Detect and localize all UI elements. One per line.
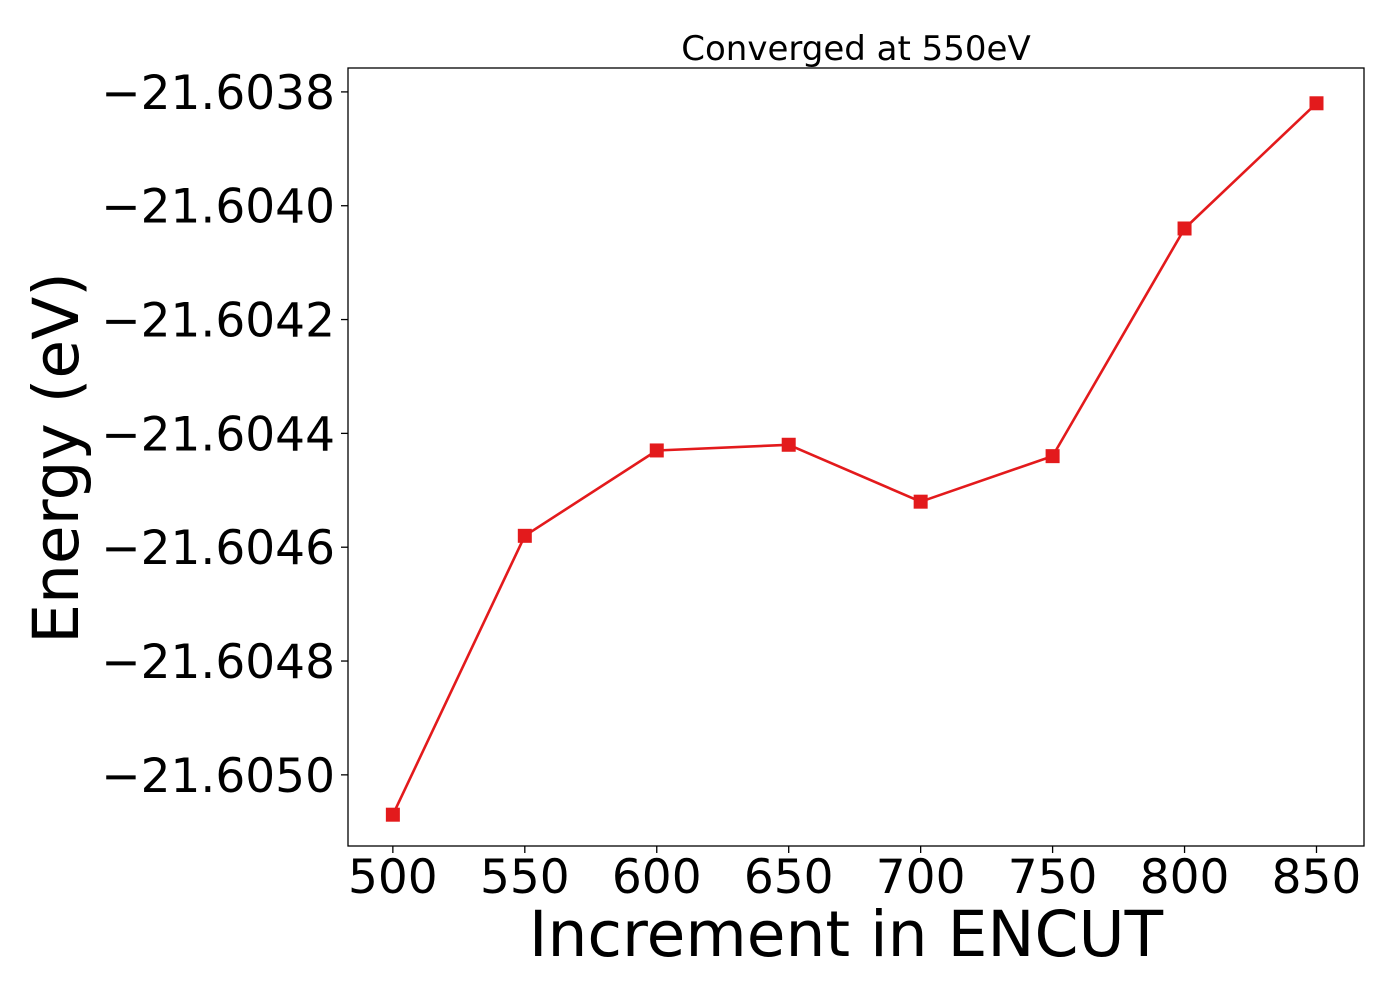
y-tick-label: −21.6038 — [101, 66, 335, 121]
y-tick-label: −21.6048 — [101, 635, 335, 690]
chart-title: Converged at 550eV — [681, 29, 1030, 69]
y-axis-label: Energy (eV) — [20, 272, 93, 644]
y-axis-ticks: −21.6038 −21.6040 −21.6042 −21.6044 −21.6046… — [101, 66, 348, 804]
y-tick-label: −21.6040 — [101, 180, 335, 235]
series-line — [391, 102, 1318, 816]
x-tick-label: 700 — [876, 850, 966, 905]
data-point-marker — [913, 494, 928, 509]
x-tick-label: 750 — [1008, 850, 1098, 905]
x-tick-label: 500 — [348, 850, 438, 905]
data-point-marker — [649, 443, 664, 458]
y-tick-label: −21.6046 — [101, 521, 335, 576]
x-tick-label: 650 — [744, 850, 834, 905]
y-tick-label: −21.6042 — [101, 294, 335, 349]
data-point-marker — [781, 437, 796, 452]
data-point-marker — [517, 528, 532, 543]
series-layer — [385, 96, 1324, 822]
y-tick-label: −21.6050 — [101, 749, 335, 804]
data-point-marker — [1045, 449, 1060, 464]
x-tick-label: 850 — [1272, 850, 1362, 905]
x-tick-label: 600 — [612, 850, 702, 905]
data-point-marker — [1309, 96, 1324, 111]
x-tick-label: 550 — [480, 850, 570, 905]
data-point-marker — [385, 807, 400, 822]
plot-area-frame — [347, 67, 1365, 847]
x-axis-label: Increment in ENCUT — [529, 898, 1164, 971]
x-axis-ticks: 500 550 600 650 700 750 800 850 — [348, 846, 1361, 905]
data-point-marker — [1177, 221, 1192, 236]
x-tick-label: 800 — [1140, 850, 1230, 905]
y-tick-label: −21.6044 — [101, 407, 335, 462]
